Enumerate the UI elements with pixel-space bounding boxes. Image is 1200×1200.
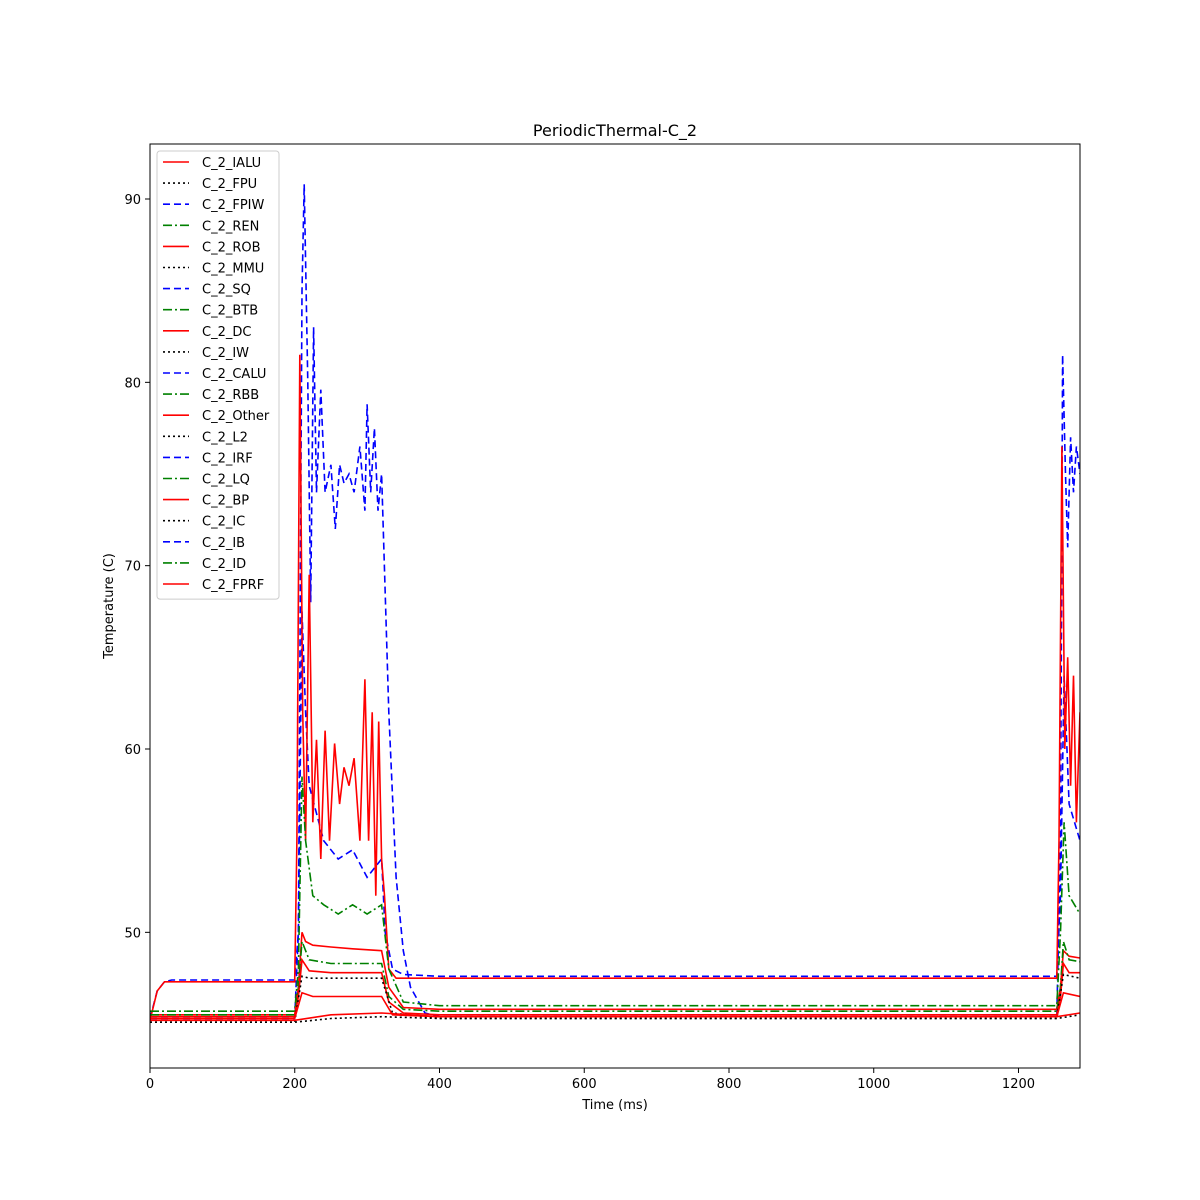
legend-label: C_2_ID	[202, 557, 246, 572]
legend-label: C_2_LQ	[202, 473, 250, 488]
y-tick-label: 70	[124, 560, 141, 575]
y-tick-label: 50	[124, 926, 141, 941]
legend: C_2_IALU C_2_FPU C_2_FPIW C_2_REN C_2_ROB C_2…	[156, 150, 280, 600]
x-tick-label: 600	[572, 1077, 597, 1092]
legend-label: C_2_Other	[202, 409, 270, 424]
legend-label: C_2_SQ	[202, 283, 251, 298]
legend-label: C_2_BP	[202, 494, 249, 509]
x-tick-label: 1000	[857, 1077, 890, 1092]
legend-label: C_2_FPIW	[202, 198, 264, 213]
legend-label: C_2_CALU	[202, 367, 266, 382]
series-line-c-2-ialu	[150, 1012, 1080, 1022]
legend-label: C_2_REN	[202, 219, 259, 234]
legend-label: C_2_DC	[202, 325, 251, 340]
x-tick-label: 400	[427, 1077, 452, 1092]
x-axis-label: Time (ms)	[581, 1098, 648, 1113]
series-layer	[150, 184, 1080, 1024]
legend-label: C_2_FPU	[202, 177, 257, 192]
x-tick-label: 1200	[1002, 1077, 1035, 1092]
axes: 0 200 400 600 800 1000 1200 50 60 70 80 90	[124, 193, 1035, 1092]
legend-label: C_2_ROB	[202, 240, 261, 255]
y-tick-label: 80	[124, 376, 141, 391]
y-tick-label: 90	[124, 193, 141, 208]
series-line-c-2-l2	[150, 1014, 1080, 1024]
y-tick-label: 60	[124, 743, 141, 758]
series-line-c-2-irf	[150, 611, 1080, 1019]
legend-box	[156, 150, 280, 600]
legend-label: C_2_IRF	[202, 451, 253, 466]
x-tick-label: 0	[146, 1077, 154, 1092]
legend-label: C_2_IALU	[202, 156, 261, 171]
series-line-c-2-id	[150, 776, 1080, 1013]
series-line-c-2-dc	[150, 991, 1080, 1020]
legend-label: C_2_MMU	[202, 262, 264, 277]
legend-label: C_2_BTB	[202, 304, 258, 319]
series-line-c-2-ib	[150, 184, 1080, 1020]
plot-frame	[149, 143, 1081, 1069]
chart-title: PeriodicThermal-C_2	[533, 121, 697, 141]
x-tick-label: 800	[717, 1077, 742, 1092]
legend-label: C_2_IC	[202, 515, 245, 530]
series-line-c-2-lq	[150, 941, 1080, 1016]
legend-label: C_2_L2	[202, 430, 248, 445]
legend-label: C_2_IB	[202, 536, 245, 551]
legend-label: C_2_IW	[202, 346, 249, 361]
series-line-c-2-bp	[150, 957, 1080, 1018]
y-axis-label: Temperature (C)	[102, 553, 117, 660]
legend-label: C_2_FPRF	[202, 578, 264, 593]
legend-label: C_2_RBB	[202, 388, 259, 403]
x-tick-label: 200	[282, 1077, 307, 1092]
series-line-c-2-fprf	[150, 932, 1080, 1016]
series-line-c-2-other	[150, 354, 1080, 1021]
